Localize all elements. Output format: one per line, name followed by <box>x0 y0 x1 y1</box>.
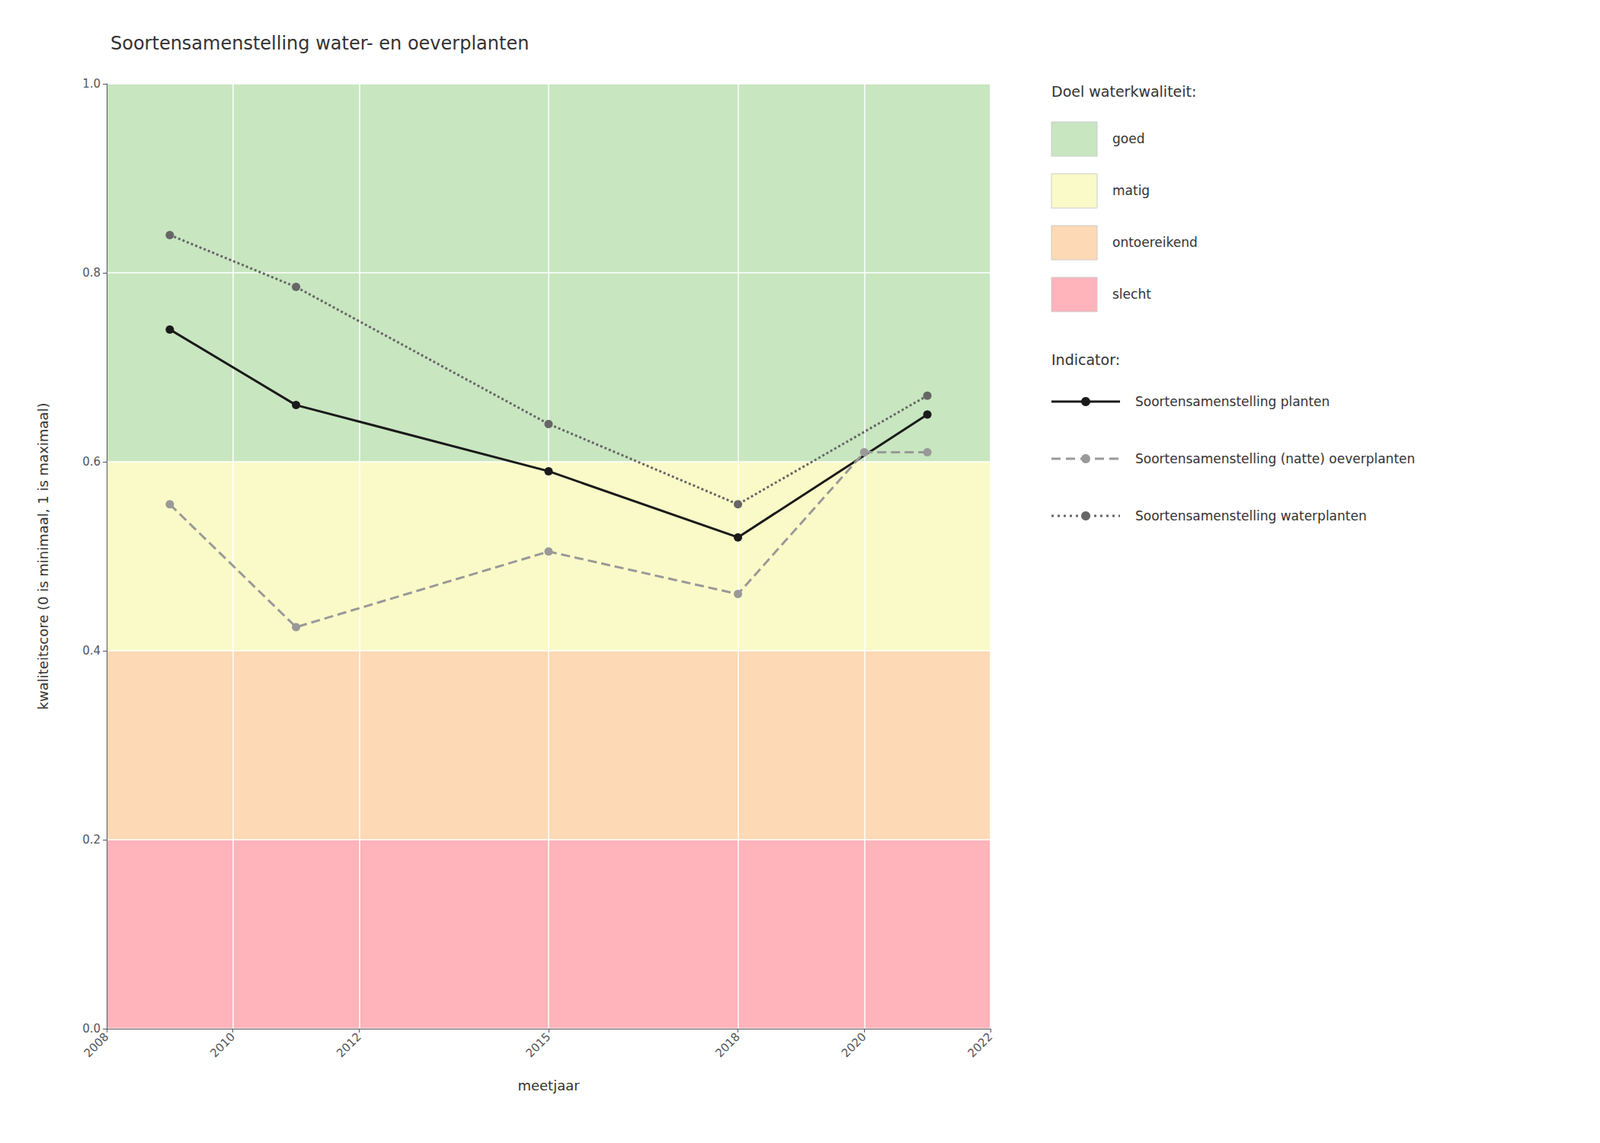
svg-text:0.0: 0.0 <box>82 1021 101 1036</box>
svg-text:2010: 2010 <box>207 1030 238 1061</box>
svg-text:Soortensamenstelling waterplan: Soortensamenstelling waterplanten <box>1135 508 1367 524</box>
svg-text:0.4: 0.4 <box>82 643 101 658</box>
svg-text:0.6: 0.6 <box>82 454 101 469</box>
svg-text:2012: 2012 <box>333 1030 365 1061</box>
svg-text:2008: 2008 <box>81 1030 112 1061</box>
svg-text:meetjaar: meetjaar <box>517 1077 580 1094</box>
svg-text:2015: 2015 <box>523 1030 554 1061</box>
svg-text:Soortensamenstelling planten: Soortensamenstelling planten <box>1135 393 1330 410</box>
svg-text:Soortensamenstelling (natte) o: Soortensamenstelling (natte) oeverplante… <box>1135 451 1415 467</box>
svg-text:Indicator:: Indicator: <box>1051 351 1120 368</box>
svg-text:0.2: 0.2 <box>82 832 101 847</box>
svg-text:goed: goed <box>1112 131 1145 147</box>
svg-text:2022: 2022 <box>965 1030 996 1061</box>
svg-text:2020: 2020 <box>838 1030 870 1061</box>
svg-text:1.0: 1.0 <box>82 76 101 91</box>
svg-text:Soortensamenstelling water- en: Soortensamenstelling water- en oeverplan… <box>110 32 529 55</box>
svg-text:slecht: slecht <box>1112 286 1152 302</box>
svg-text:Doel waterkwaliteit:: Doel waterkwaliteit: <box>1051 83 1197 100</box>
svg-text:0.8: 0.8 <box>82 265 101 280</box>
svg-text:ontoereikend: ontoereikend <box>1112 234 1198 250</box>
svg-text:kwaliteitscore (0 is minimaal,: kwaliteitscore (0 is minimaal, 1 is maxi… <box>35 403 52 711</box>
svg-text:2018: 2018 <box>712 1030 743 1061</box>
svg-text:matig: matig <box>1112 182 1150 199</box>
